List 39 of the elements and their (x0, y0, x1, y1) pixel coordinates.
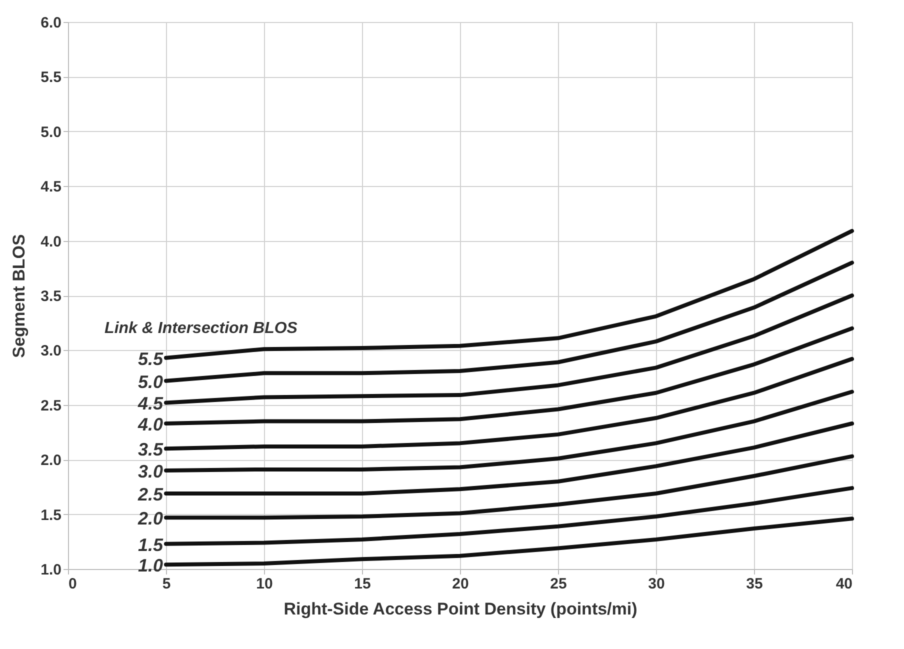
y-tick-label: 4.5 (40, 178, 62, 196)
line-series (164, 390, 854, 473)
y-tick-label: 5.0 (40, 124, 62, 141)
y-tick-label: 2.0 (40, 452, 62, 470)
y-tick-label: 1.0 (40, 562, 62, 578)
x-axis-title: Right-Side Access Point Density (points/mi) (284, 600, 638, 618)
y-tick-label: 4.0 (40, 233, 62, 250)
series-label: 1.5 (138, 534, 164, 555)
line-series (164, 356, 854, 451)
x-tick-label: 10 (256, 576, 273, 592)
x-tick-label: 25 (550, 576, 567, 592)
line-series (164, 454, 854, 520)
y-tick-label: 3.5 (40, 288, 62, 305)
series-label: 4.0 (136, 414, 163, 434)
series-label: 5.5 (138, 348, 164, 369)
line-series (164, 422, 854, 496)
x-tick-label: 40 (836, 576, 852, 592)
y-axis-title: Segment BLOS (10, 234, 29, 358)
x-tick-label: 20 (452, 576, 469, 592)
y-tick-label: 6.0 (40, 14, 62, 32)
series-label: 2.5 (136, 484, 164, 505)
series-label: 3.0 (138, 462, 163, 482)
y-tick-label: 3.0 (40, 342, 62, 360)
x-tick-label: 5 (162, 576, 171, 592)
series-label: 4.5 (136, 394, 164, 414)
line-series (164, 486, 854, 546)
x-tick-label: 0 (68, 576, 77, 592)
series-label: 1.0 (138, 556, 163, 576)
series-label: 3.5 (138, 440, 164, 460)
y-tick-label: 5.5 (40, 69, 62, 86)
y-tick-label: 1.5 (40, 506, 62, 524)
legend-title: Link & Intersection BLOS (104, 320, 298, 337)
x-tick-label: 15 (354, 576, 371, 592)
x-tick-label: 30 (648, 576, 665, 592)
x-tick-label: 35 (746, 576, 763, 592)
series-label: 2.0 (136, 508, 163, 529)
series-label: 5.0 (138, 372, 163, 392)
line-series (164, 516, 854, 567)
y-tick-label: 2.5 (40, 397, 62, 414)
